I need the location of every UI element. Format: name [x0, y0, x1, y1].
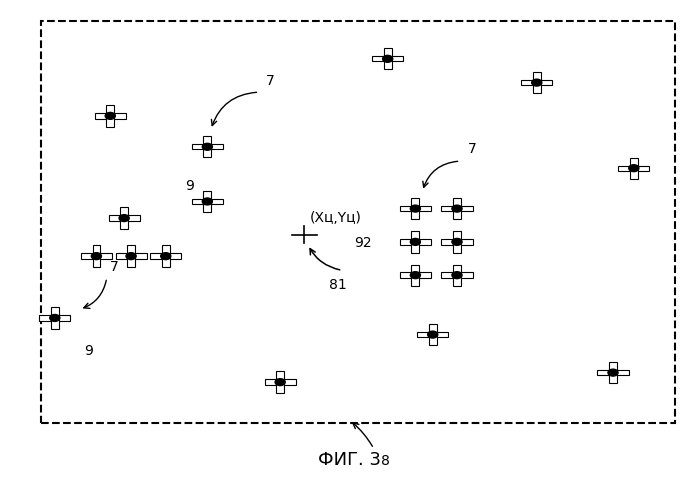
- Circle shape: [161, 253, 171, 260]
- Bar: [630, 158, 637, 180]
- Circle shape: [608, 370, 618, 376]
- Bar: [412, 232, 419, 253]
- Bar: [442, 206, 473, 212]
- Bar: [92, 246, 100, 267]
- Circle shape: [452, 272, 462, 279]
- Bar: [400, 206, 431, 212]
- Text: 9: 9: [185, 179, 194, 193]
- Bar: [598, 370, 628, 375]
- Circle shape: [452, 239, 462, 246]
- Bar: [384, 49, 391, 71]
- Bar: [51, 308, 59, 329]
- Bar: [400, 273, 431, 278]
- Bar: [276, 372, 284, 393]
- Bar: [412, 265, 419, 286]
- Circle shape: [275, 379, 285, 386]
- Bar: [417, 332, 448, 337]
- Circle shape: [50, 315, 60, 322]
- Text: 7: 7: [266, 74, 275, 88]
- Bar: [265, 380, 296, 385]
- Circle shape: [106, 113, 115, 120]
- Circle shape: [92, 253, 101, 260]
- Circle shape: [410, 272, 420, 279]
- Bar: [95, 114, 126, 120]
- Bar: [428, 324, 437, 346]
- Bar: [203, 192, 211, 213]
- Circle shape: [126, 253, 136, 260]
- Circle shape: [202, 144, 212, 151]
- Circle shape: [532, 80, 542, 87]
- Bar: [115, 254, 147, 259]
- Bar: [108, 216, 140, 221]
- Bar: [192, 145, 223, 150]
- Bar: [453, 265, 461, 286]
- Text: ФИГ. 3: ФИГ. 3: [318, 450, 381, 468]
- Bar: [203, 137, 211, 158]
- Text: 9: 9: [84, 343, 92, 358]
- Bar: [39, 316, 71, 321]
- Bar: [442, 240, 473, 245]
- Text: 81: 81: [329, 277, 347, 291]
- Text: 92: 92: [354, 235, 372, 249]
- Bar: [453, 199, 461, 220]
- Circle shape: [410, 206, 420, 213]
- Bar: [533, 73, 540, 94]
- Bar: [609, 362, 617, 384]
- Circle shape: [629, 166, 639, 172]
- Bar: [150, 254, 181, 259]
- Bar: [81, 254, 112, 259]
- Circle shape: [428, 331, 438, 338]
- Text: 7: 7: [110, 259, 119, 273]
- Circle shape: [452, 206, 462, 213]
- Bar: [619, 166, 649, 171]
- Bar: [400, 240, 431, 245]
- Circle shape: [410, 239, 420, 246]
- Bar: [521, 81, 552, 86]
- Text: 8: 8: [381, 454, 389, 468]
- Bar: [192, 199, 223, 204]
- Bar: [412, 199, 419, 220]
- Bar: [127, 246, 135, 267]
- Bar: [372, 57, 403, 62]
- Text: 7: 7: [468, 142, 476, 156]
- Bar: [120, 208, 128, 229]
- Circle shape: [382, 56, 393, 63]
- Bar: [106, 106, 114, 127]
- Bar: [162, 246, 170, 267]
- Circle shape: [119, 215, 129, 222]
- Circle shape: [202, 199, 212, 205]
- Bar: [453, 232, 461, 253]
- Text: (Xц,Yц): (Xц,Yц): [310, 211, 362, 225]
- Bar: [442, 273, 473, 278]
